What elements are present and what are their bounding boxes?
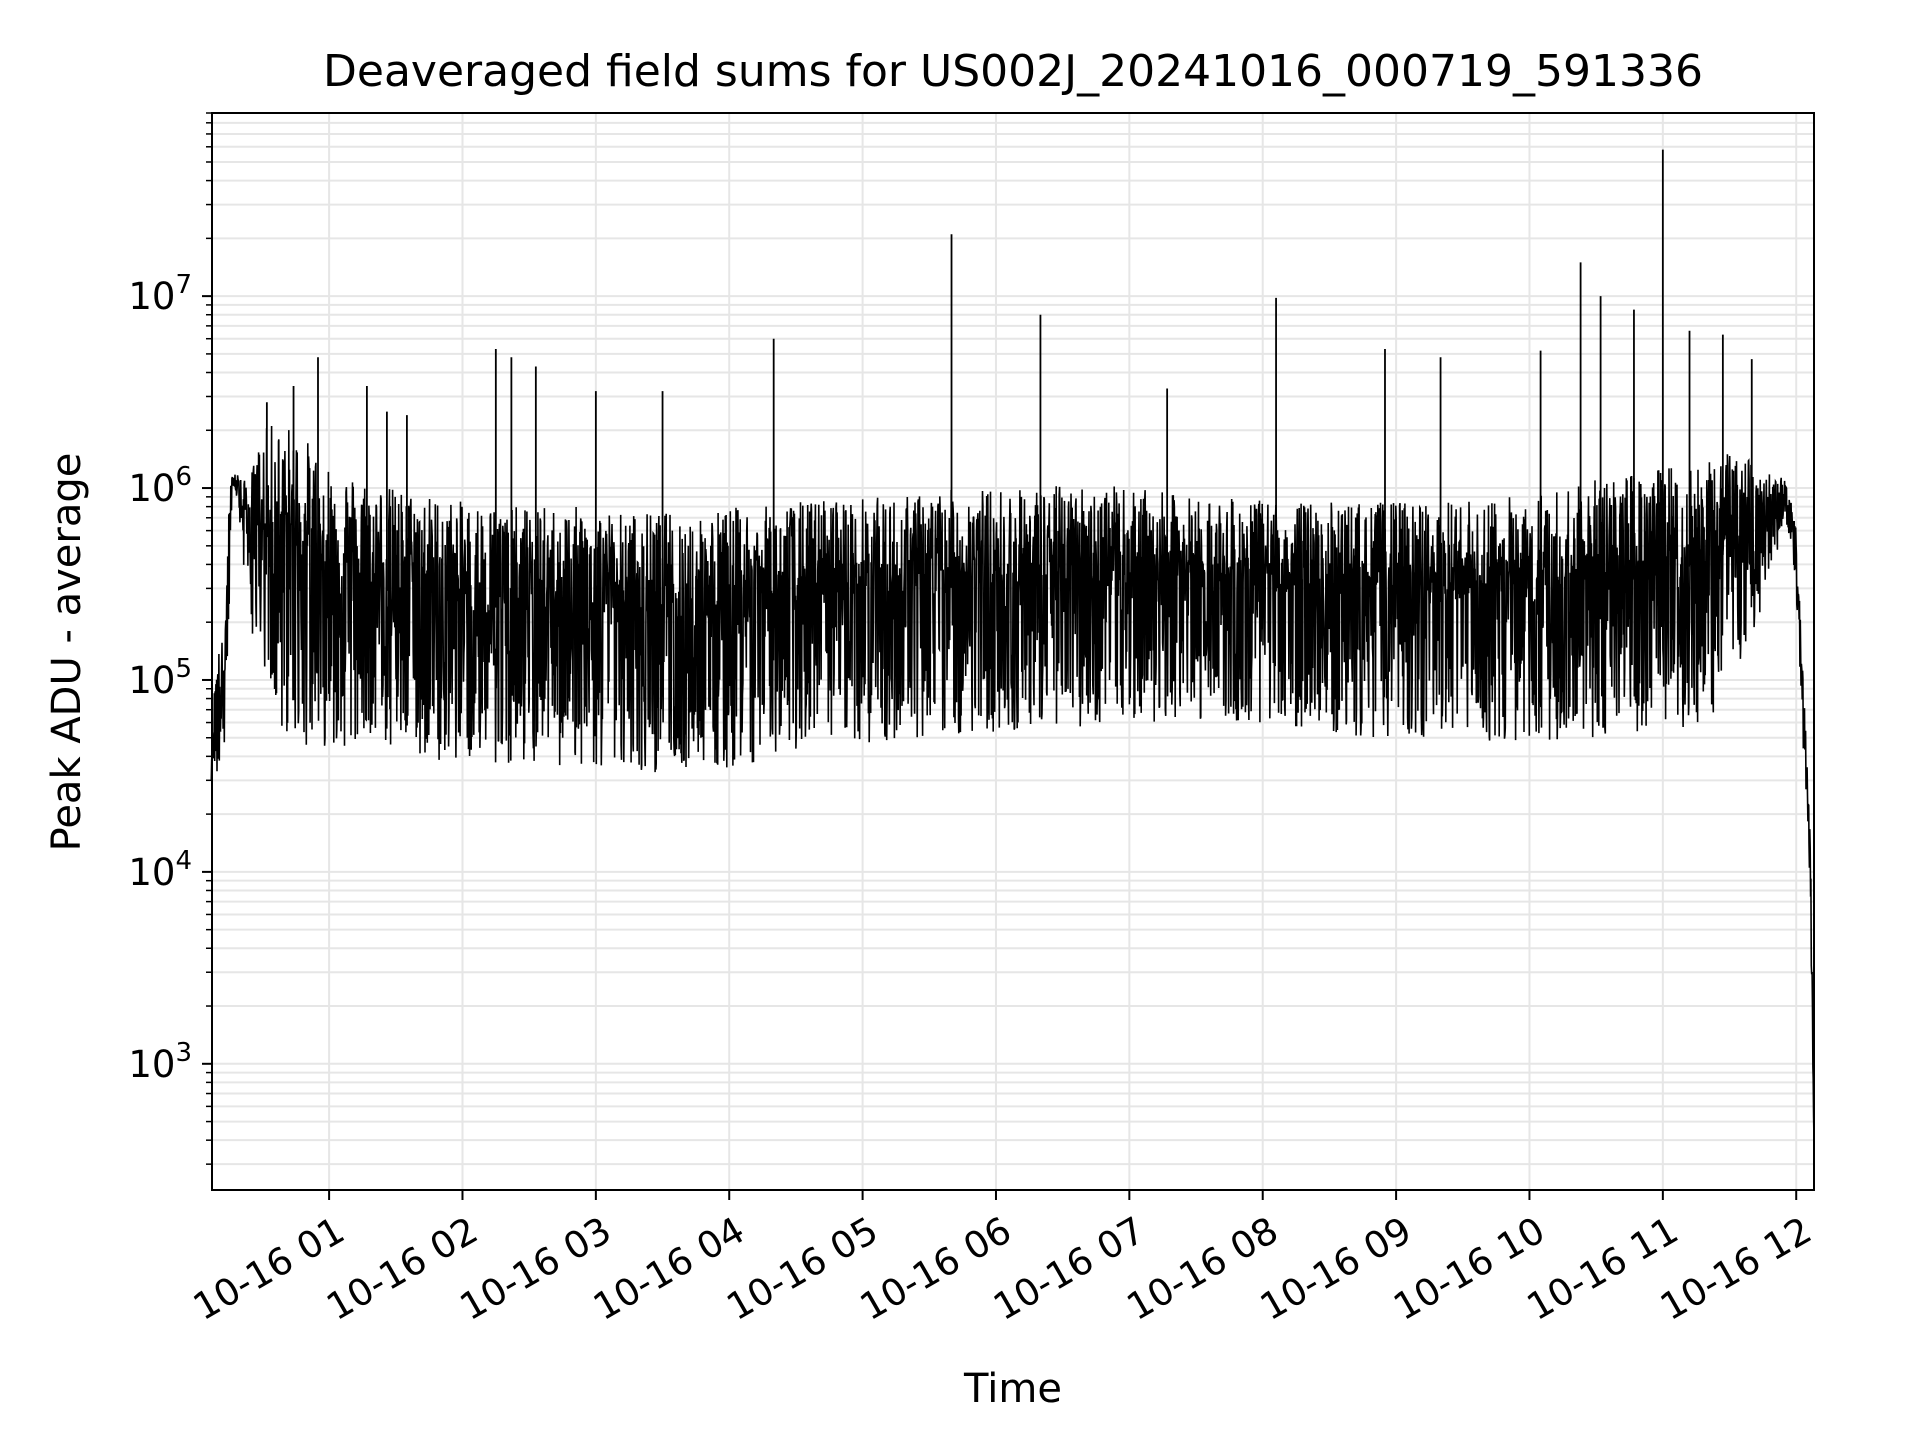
y-axis-ticks: 103 104 105 106 107	[128, 112, 212, 1165]
y-tick-label: 106	[128, 462, 192, 510]
y-tick-label: 107	[128, 270, 192, 318]
y-tick-label: 104	[128, 846, 192, 894]
y-axis-label: Peak ADU - average	[44, 453, 90, 852]
plot-area	[210, 149, 1815, 1141]
y-gridlines	[212, 112, 1814, 1166]
x-axis-label: Time	[963, 1366, 1062, 1412]
chart-title: Deaveraged field sums for US002J_2024101…	[323, 46, 1703, 97]
y-tick-label: 103	[128, 1038, 192, 1086]
axes-frame	[211, 112, 1815, 1191]
series-line	[210, 425, 1815, 1141]
y-tick-label: 105	[128, 654, 192, 702]
